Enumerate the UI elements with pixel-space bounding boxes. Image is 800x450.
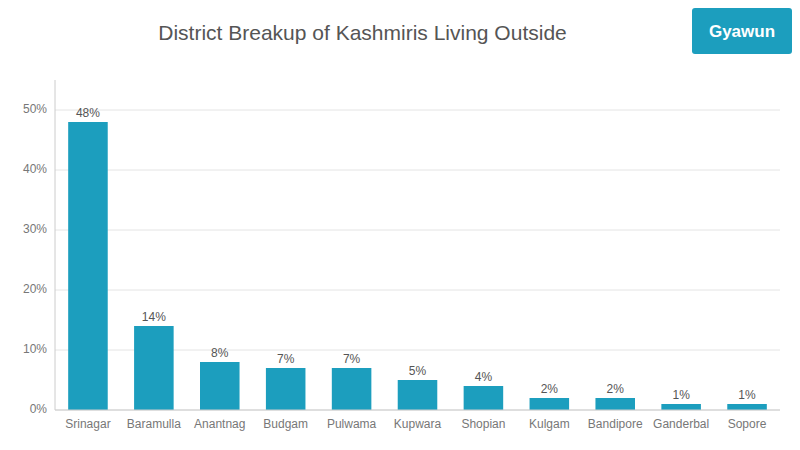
bar: [530, 398, 570, 410]
data-label: 48%: [76, 106, 100, 120]
logo-box: [692, 8, 792, 54]
y-tick-label: 20%: [23, 282, 47, 296]
grid-line: [55, 110, 780, 111]
bars: [68, 122, 767, 410]
chart-container: 0% 10% 20% 30% 40% 50% Srinagar Baramulla Anantn…: [0, 0, 800, 450]
bar: [332, 368, 372, 410]
x-tick-label: Pulwama: [327, 417, 377, 431]
bar: [727, 404, 767, 410]
bar: [266, 368, 306, 410]
data-label: 1%: [672, 388, 690, 402]
chart-svg: 0% 10% 20% 30% 40% 50% Srinagar Baramulla Anantn…: [0, 0, 800, 450]
x-tick-label: Kulgam: [529, 417, 570, 431]
bar: [200, 362, 240, 410]
bar: [134, 326, 174, 410]
x-tick-label: Anantnag: [194, 417, 245, 431]
x-axis: Srinagar Baramulla Anantnag Budgam Pulwama Ku…: [65, 417, 766, 431]
y-tick-label: 50%: [23, 102, 47, 116]
y-axis-line: [55, 80, 56, 410]
y-tick-label: 10%: [23, 342, 47, 356]
data-labels: 48% 14% 8% 7% 7% 5% 4% 2% 2% 1% 1%: [76, 106, 756, 402]
bar: [464, 386, 504, 410]
y-tick-label: 30%: [23, 222, 47, 236]
y-axis: 0% 10% 20% 30% 40% 50%: [23, 80, 55, 416]
x-tick-label: Bandipore: [588, 417, 643, 431]
x-tick-label: Budgam: [263, 417, 308, 431]
grid-line: [55, 290, 780, 291]
title: District Breakup of Kashmiris Living Out…: [158, 21, 567, 44]
data-label: 4%: [475, 370, 493, 384]
x-axis-line: [55, 410, 780, 411]
bar: [661, 404, 701, 410]
grid: [55, 110, 780, 410]
data-label: 5%: [409, 364, 427, 378]
x-tick-label: Sopore: [728, 417, 767, 431]
x-tick-label: Baramulla: [127, 417, 181, 431]
bar: [68, 122, 108, 410]
x-tick-label: Srinagar: [65, 417, 110, 431]
data-label: 2%: [607, 382, 625, 396]
data-label: 8%: [211, 346, 229, 360]
data-label: 2%: [541, 382, 559, 396]
logo-text: Gyawun: [709, 22, 775, 41]
data-label: 1%: [738, 388, 756, 402]
x-tick-label: Kupwara: [394, 417, 442, 431]
x-tick-label: Shopian: [461, 417, 505, 431]
y-tick-label: 40%: [23, 162, 47, 176]
data-label: 7%: [277, 352, 295, 366]
grid-line: [55, 170, 780, 171]
logo: Gyawun: [692, 8, 792, 54]
grid-line: [55, 410, 780, 411]
bar: [595, 398, 635, 410]
grid-line: [55, 230, 780, 231]
y-tick-label: 0%: [30, 402, 48, 416]
bar: [398, 380, 438, 410]
data-label: 14%: [142, 310, 166, 324]
x-tick-label: Ganderbal: [653, 417, 709, 431]
data-label: 7%: [343, 352, 361, 366]
